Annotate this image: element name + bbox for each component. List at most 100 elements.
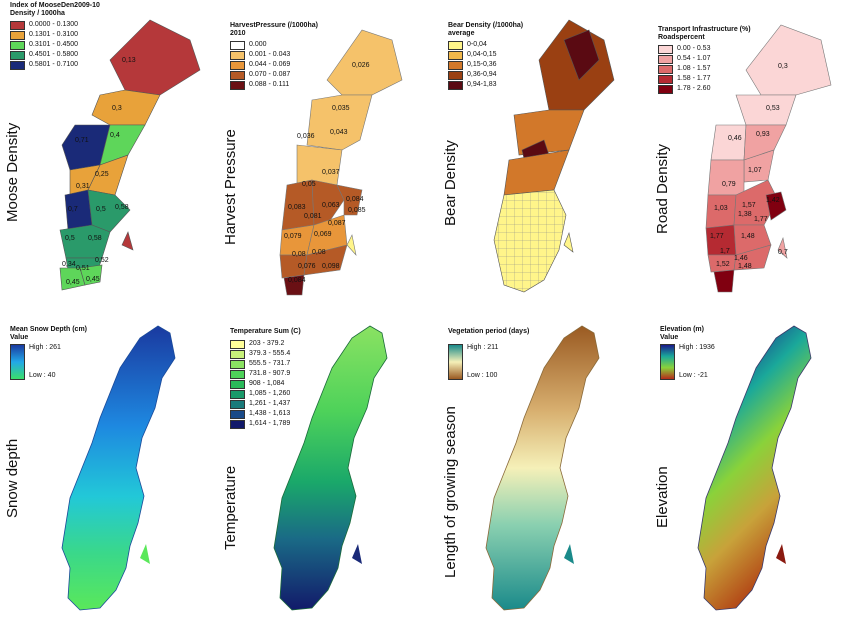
legend-class: 0.070 - 0.087 — [230, 70, 318, 80]
legend-swatch — [230, 379, 245, 389]
temperature-legend-title: Temperature Sum (C) — [230, 328, 301, 335]
elevation-legend-high: High : 1936 — [679, 344, 715, 352]
snow-legend-title: Mean Snow Depth (cm) — [10, 326, 88, 333]
snow-legend-high: High : 261 — [29, 344, 61, 352]
legend-class: 0-0,04 — [448, 40, 523, 50]
elevation-legend-gradient — [660, 344, 675, 381]
map-region — [121, 231, 134, 251]
map-value-label: 0,51 — [76, 265, 90, 272]
harvest-map: 0,026 0,035 0,036 0,043 0,037 0,05 0,083… — [279, 29, 403, 296]
map-value-label: 0,93 — [756, 131, 770, 138]
map-region — [733, 244, 772, 271]
temperature-map — [273, 325, 388, 611]
map-region — [765, 191, 787, 221]
snow-legend-gradient — [10, 344, 25, 381]
map-region — [91, 89, 161, 126]
legend-swatch — [10, 20, 25, 30]
elevation-legend-title: Elevation (m) — [660, 326, 704, 333]
map-value-label: 0,083 — [288, 204, 306, 211]
sweden-outline — [697, 325, 812, 611]
sweden-outline — [61, 325, 176, 611]
legend-swatch — [448, 70, 463, 80]
map-region — [494, 190, 566, 292]
map-value-label: 0,085 — [348, 207, 366, 214]
gotland-island — [776, 544, 786, 564]
legend-swatch — [658, 64, 673, 74]
legend-swatch — [230, 60, 245, 70]
map-value-label: 1,42 — [766, 197, 780, 204]
legend-class: 1.78 - 2.60 — [658, 84, 751, 94]
map-value-label: 1,77 — [754, 216, 768, 223]
legend-class: 0.00 - 0.53 — [658, 44, 751, 54]
map-value-label: 0,45 — [86, 276, 100, 283]
map-value-label: 0,043 — [330, 129, 348, 136]
map-value-label: 1,48 — [741, 233, 755, 240]
map-region — [713, 269, 735, 293]
legend-swatch — [448, 60, 463, 70]
legend-class: 0.4501 - 0.5800 — [10, 50, 100, 60]
map-value-label: 0,076 — [298, 263, 316, 270]
legend-class: 0.088 - 0.111 — [230, 80, 318, 90]
moose-density-panel: Moose Density Index of MooseDen2009-10 D… — [0, 0, 212, 300]
legend-class: 0.000 — [230, 40, 318, 50]
map-value-label: 1,46 — [734, 255, 748, 262]
sweden-outline — [485, 325, 600, 611]
map-value-label: 0,71 — [75, 137, 89, 144]
legend-swatch — [448, 80, 463, 90]
legend-class: 0.3101 - 0.4500 — [10, 40, 100, 50]
vegetation-side-label: Length of growing season — [442, 406, 459, 578]
legend-class: 1,614 - 1,789 — [230, 419, 301, 429]
map-value-label: 0,037 — [322, 169, 340, 176]
gotland-island — [352, 544, 362, 564]
map-value-label: 0,58 — [115, 204, 129, 211]
elevation-panel: Elevation Elevation (m) Value High : 193… — [636, 318, 848, 618]
temperature-legend: Temperature Sum (C) 203 - 379.2 379.3 - … — [230, 328, 301, 429]
vegetation-period-panel: Length of growing season Vegetation peri… — [424, 318, 636, 618]
gotland-island — [564, 544, 574, 564]
map-region — [707, 159, 745, 196]
map-region — [296, 144, 343, 186]
map-region — [777, 236, 788, 259]
vegetation-legend-high: High : 211 — [467, 344, 499, 352]
road-legend: Transport Infrastructure (%) Roadspercen… — [658, 26, 751, 94]
map-value-label: 1,57 — [742, 202, 756, 209]
legend-class: 0,15-0,36 — [448, 60, 523, 70]
map-value-label: 0,7 — [778, 249, 788, 256]
harvest-pressure-side-label: Harvest Pressure — [222, 129, 239, 245]
moose-legend-title: Index of MooseDen2009-10 — [10, 2, 100, 9]
legend-class: 1.08 - 1.57 — [658, 64, 751, 74]
map-value-label: 0,035 — [332, 105, 350, 112]
road-density-panel: Road Density Transport Infrastructure (%… — [636, 0, 848, 300]
legend-swatch — [658, 74, 673, 84]
bear-map — [493, 19, 615, 293]
snow-map — [61, 325, 176, 611]
bear-legend-title: Bear Density (/1000ha) — [448, 22, 524, 29]
road-legend-title: Transport Infrastructure (%) — [658, 26, 751, 33]
legend-class: 0,04-0,15 — [448, 50, 523, 60]
legend-swatch — [230, 40, 245, 50]
elevation-map — [697, 325, 812, 611]
legend-swatch — [448, 40, 463, 50]
moose-density-side-label: Moose Density — [4, 122, 21, 222]
legend-swatch — [230, 50, 245, 60]
map-value-label: 0,31 — [76, 183, 90, 190]
map-value-label: 0,13 — [122, 57, 136, 64]
map-region — [563, 231, 574, 253]
legend-class: 0.001 - 0.043 — [230, 50, 318, 60]
harvest-legend-subtitle: 2010 — [230, 30, 246, 38]
temperature-side-label: Temperature — [222, 465, 239, 550]
vegetation-legend-title: Vegetation period (days) — [448, 328, 530, 335]
snow-legend: Mean Snow Depth (cm) Value High : 261 Lo… — [10, 326, 88, 381]
map-region — [710, 124, 747, 161]
legend-swatch — [230, 409, 245, 419]
map-value-label: 0,036 — [297, 133, 315, 140]
road-density-side-label: Road Density — [654, 143, 671, 234]
legend-class: 0.1301 - 0.3100 — [10, 30, 100, 40]
legend-class: 908 - 1,084 — [230, 379, 301, 389]
map-value-label: 0,08 — [312, 249, 326, 256]
elevation-legend-subtitle: Value — [660, 334, 679, 342]
snow-depth-side-label: Snow depth — [4, 438, 21, 518]
map-value-label: 0,3 — [112, 105, 122, 112]
map-value-label: 0,53 — [766, 105, 780, 112]
snow-legend-subtitle: Value — [10, 334, 29, 342]
